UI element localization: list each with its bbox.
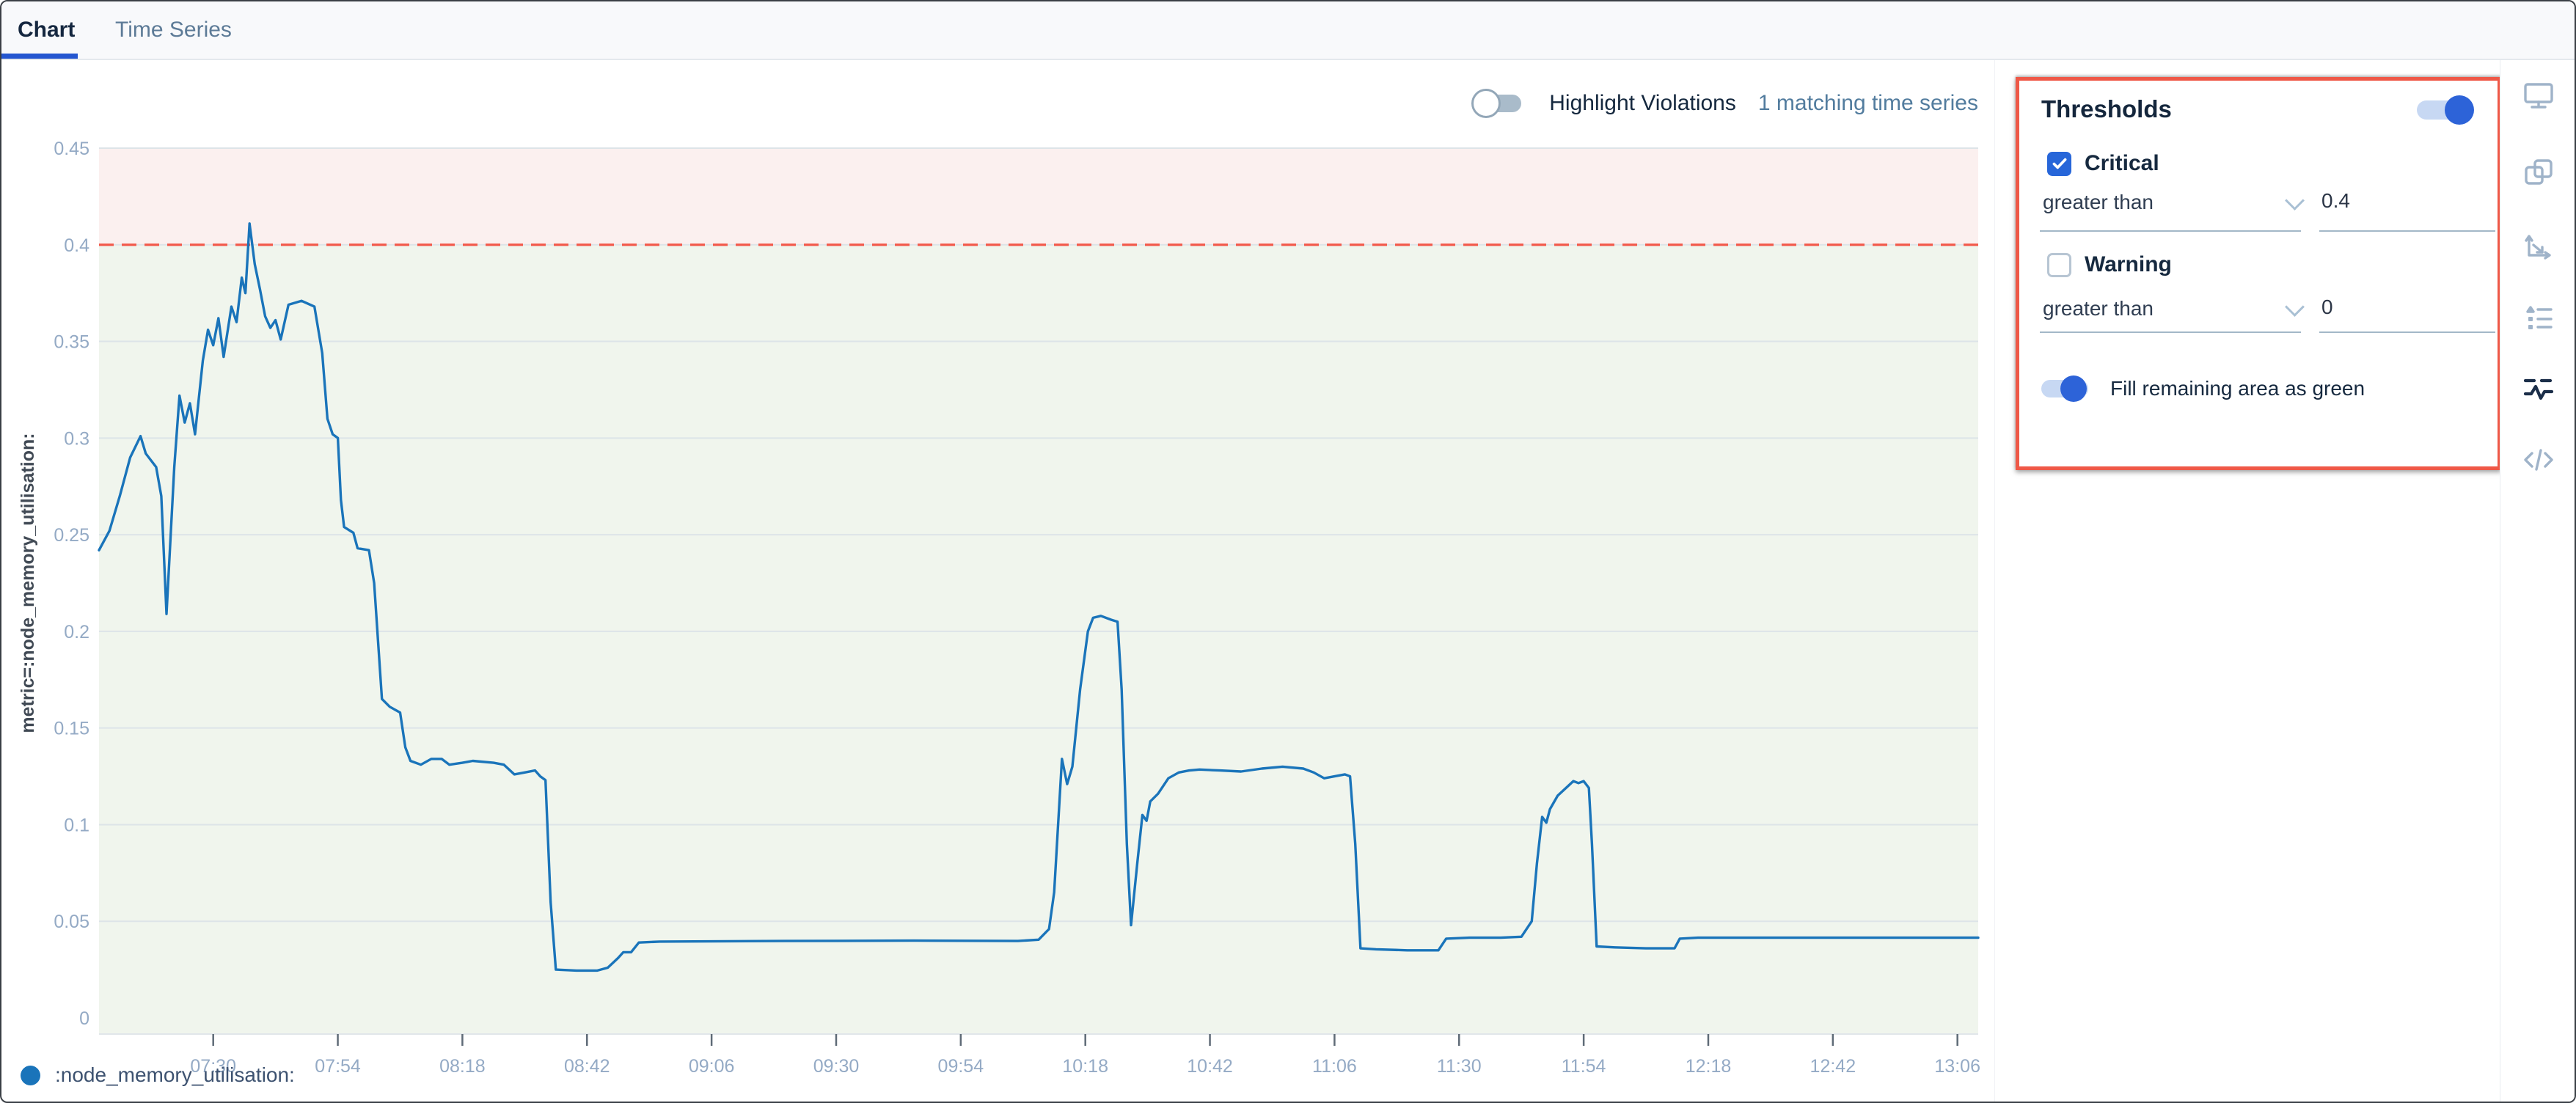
series-color-dot <box>21 1065 40 1085</box>
warning-checkbox[interactable] <box>2047 252 2071 277</box>
critical-operator-select[interactable]: greater than <box>2043 191 2154 213</box>
input-underline <box>2319 230 2495 232</box>
thresholds-enable-toggle[interactable] <box>2417 94 2474 126</box>
tab-chart[interactable]: Chart <box>18 18 76 42</box>
checkmark-icon <box>2052 158 2066 169</box>
warning-operator-select[interactable]: greater than <box>2043 297 2154 320</box>
critical-value-input[interactable]: 0.4 <box>2321 189 2350 212</box>
list-icon[interactable] <box>2522 302 2555 336</box>
side-toolbar <box>2500 60 2575 1102</box>
chevron-down-icon[interactable] <box>2285 297 2305 317</box>
x-tick-label: 11:30 <box>1437 1056 1482 1077</box>
x-tick-label: 12:18 <box>1686 1056 1732 1077</box>
fill-area-label: Fill remaining area as green <box>2110 377 2365 400</box>
code-icon[interactable] <box>2522 443 2555 477</box>
select-underline <box>2040 230 2301 232</box>
fill-area-row: Fill remaining area as green <box>2041 373 2365 405</box>
toggle-knob <box>1471 89 1501 118</box>
threshold-below-fill <box>99 244 1978 1034</box>
matching-time-series-link[interactable]: 1 matching time series <box>1757 91 1978 115</box>
chart-header: Highlight Violations 1 matching time ser… <box>1471 82 1978 125</box>
y-tick-label: 0.15 <box>54 719 89 739</box>
highlight-violations-label: Highlight Violations <box>1549 91 1736 115</box>
active-tab-underline <box>1 54 78 59</box>
thresholds-title: Thresholds <box>2041 95 2172 122</box>
x-tick-label: 08:42 <box>564 1056 610 1077</box>
x-tick-label: 09:54 <box>938 1056 984 1077</box>
critical-label: Critical <box>2085 151 2159 175</box>
x-tick-label: 10:42 <box>1187 1056 1233 1077</box>
tab-time-series[interactable]: Time Series <box>115 18 232 42</box>
y-tick-label: 0.2 <box>64 622 89 642</box>
fill-area-toggle[interactable] <box>2041 373 2094 405</box>
tab-bar: Chart Time Series <box>1 1 2575 60</box>
warning-row: Warning <box>2047 252 2172 277</box>
panel-divider <box>1994 60 1995 1102</box>
highlight-violations-toggle[interactable] <box>1471 89 1523 118</box>
overlapping-windows-icon[interactable] <box>2522 155 2555 189</box>
series-legend-label: :node_memory_utilisation: <box>55 1063 295 1086</box>
y-tick-label: 0.4 <box>64 235 89 256</box>
series-line <box>98 222 1980 972</box>
threshold-above-fill <box>99 148 1978 245</box>
y-tick-label: 0 <box>79 1008 89 1029</box>
y-tick-label: 0.1 <box>64 815 89 835</box>
select-underline <box>2040 331 2301 333</box>
x-tick-label: 08:18 <box>439 1056 486 1077</box>
y-tick-label: 0.3 <box>64 428 89 449</box>
y-tick-label: 0.05 <box>54 912 89 932</box>
x-tick-label: 11:54 <box>1562 1056 1606 1077</box>
x-tick-label: 07:54 <box>315 1056 361 1077</box>
y-tick-label: 0.35 <box>54 332 89 353</box>
legend-item[interactable]: :node_memory_utilisation: <box>21 1063 295 1087</box>
toggle-knob <box>2445 95 2474 125</box>
thresholds-panel: Thresholds Critical greater than 0.4 War… <box>2016 77 2501 470</box>
monitor-icon[interactable] <box>2522 78 2555 112</box>
x-tick-label: 11:06 <box>1312 1056 1357 1077</box>
chart-axes-icon[interactable] <box>2522 229 2555 263</box>
input-underline <box>2319 331 2495 333</box>
x-tick-label: 09:30 <box>813 1056 860 1077</box>
x-tick-label: 12:42 <box>1810 1056 1856 1077</box>
critical-row: Critical <box>2047 151 2159 176</box>
toggle-knob <box>2060 375 2087 402</box>
x-tick-label: 07:30 <box>190 1056 236 1077</box>
warning-label: Warning <box>2085 252 2172 276</box>
y-tick-label: 0.25 <box>54 525 89 546</box>
y-tick-label: 0.45 <box>54 139 89 159</box>
critical-checkbox[interactable] <box>2047 151 2071 176</box>
x-tick-label: 13:06 <box>1934 1056 1980 1077</box>
x-tick-label: 10:18 <box>1062 1056 1108 1077</box>
y-axis-title: metric=:node_memory_utilisation: <box>18 433 38 733</box>
warning-value-input[interactable]: 0 <box>2321 296 2333 318</box>
chevron-down-icon[interactable] <box>2285 191 2305 210</box>
thresholds-icon[interactable] <box>2522 373 2555 407</box>
x-tick-label: 09:06 <box>689 1056 735 1077</box>
